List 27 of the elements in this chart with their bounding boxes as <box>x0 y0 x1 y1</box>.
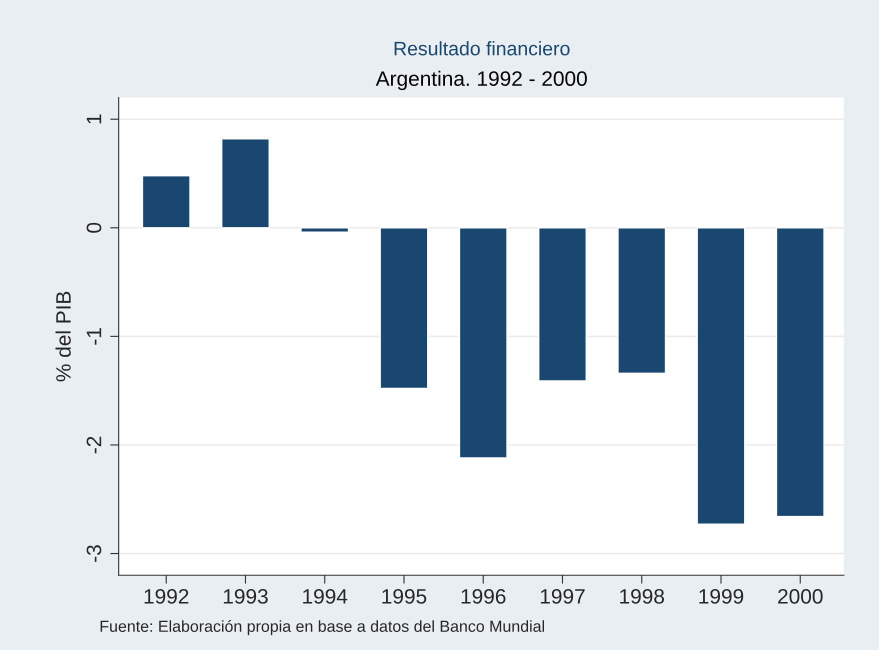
bar <box>221 138 270 228</box>
x-tick-label: 1994 <box>303 588 348 604</box>
chart-title: Resultado financiero <box>394 41 570 56</box>
y-tick-label: -1 <box>86 328 102 345</box>
bar <box>538 227 587 382</box>
y-tick-label: -2 <box>86 436 102 454</box>
bar <box>380 227 428 390</box>
x-tick-label: 2000 <box>778 588 823 604</box>
x-tick-label: 1999 <box>699 588 744 604</box>
bar <box>458 227 508 459</box>
bar <box>142 174 191 228</box>
chart-subtitle: Argentina. 1992 - 2000 <box>376 70 587 90</box>
x-tick-label: 1996 <box>462 588 506 604</box>
x-tick-label: 1995 <box>382 588 426 604</box>
y-tick-label: 0 <box>86 222 102 233</box>
y-tick-label: 1 <box>86 114 102 124</box>
x-tick-label: 1993 <box>224 588 268 604</box>
y-axis-title: % del PIB <box>56 292 71 382</box>
x-tick-label: 1998 <box>620 588 664 604</box>
bar <box>776 227 825 518</box>
source-note: Fuente: Elaboración propia en base a datos del Banco Mundial <box>100 620 544 636</box>
bar <box>696 227 746 525</box>
x-tick-label: 1992 <box>144 588 188 604</box>
bar <box>617 227 666 374</box>
y-tick-label: -3 <box>86 545 102 562</box>
x-tick-label: 1997 <box>540 588 585 604</box>
bar <box>300 227 350 233</box>
